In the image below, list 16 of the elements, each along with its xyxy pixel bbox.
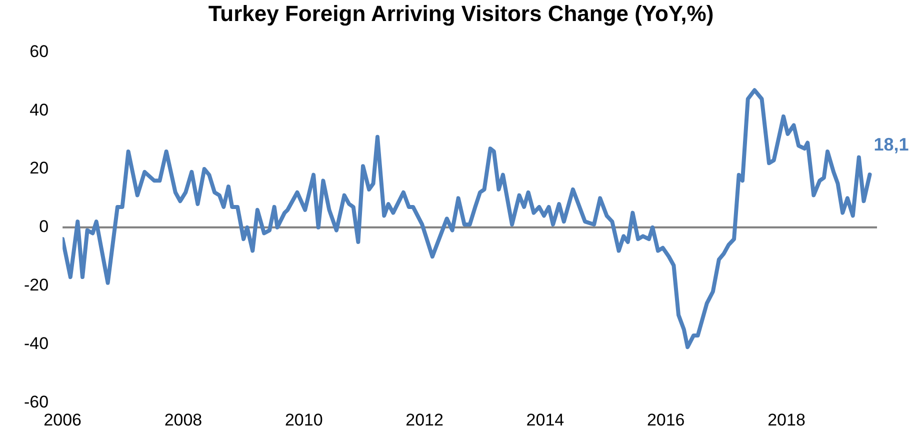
x-tick-label: 2010	[284, 410, 323, 430]
y-tick-label: 20	[30, 158, 49, 178]
x-tick-label: 2016	[646, 410, 685, 430]
x-tick-label: 2012	[406, 410, 444, 430]
x-tick-label: 2008	[164, 410, 202, 430]
y-tick-label: -20	[24, 275, 49, 294]
y-tick-label: 60	[30, 42, 49, 61]
x-tick-label: 2018	[768, 410, 806, 430]
x-tick-label: 2006	[44, 410, 82, 430]
x-tick-label: 2014	[526, 410, 564, 430]
chart-title: Turkey Foreign Arriving Visitors Change (YoY,%)	[207, 0, 715, 28]
y-tick-label: -60	[24, 392, 49, 412]
y-tick-label: 0	[39, 217, 49, 236]
y-tick-label: -40	[24, 334, 49, 353]
y-tick-label: 40	[30, 100, 49, 120]
annotation: 18,1	[874, 134, 909, 155]
